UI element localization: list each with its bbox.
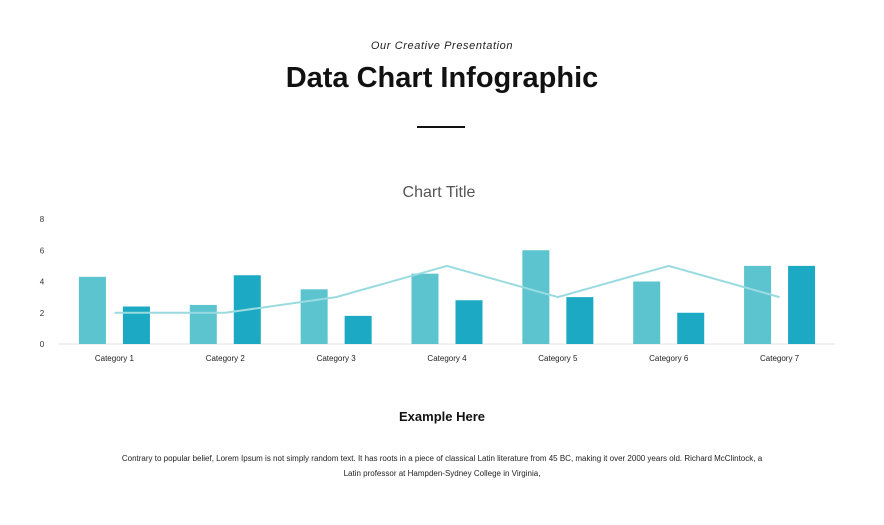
- bar-series-2: [788, 265, 816, 344]
- body-paragraph: Contrary to popular belief, Lorem Ipsum …: [121, 454, 763, 478]
- bar-series-2: [566, 297, 594, 344]
- chart-title: Chart Title: [403, 184, 476, 201]
- y-tick-label: 6: [40, 246, 45, 255]
- y-tick-label: 0: [40, 340, 45, 349]
- bar-series-1: [78, 276, 106, 344]
- bar-series-1: [744, 265, 772, 344]
- y-tick-label: 8: [40, 215, 45, 224]
- example-heading: Example Here: [399, 409, 485, 424]
- x-tick-label: Category 6: [649, 354, 689, 363]
- x-tick-label: Category 4: [427, 354, 467, 363]
- bar-series-1: [411, 273, 439, 344]
- bar-line-chart: Chart Title 0 2 4 6 8 Category 1 Category 2 Cat…: [40, 184, 835, 363]
- bar-series-1: [522, 250, 550, 344]
- x-tick-label: Category 7: [760, 354, 800, 363]
- page-title: Data Chart Infographic: [285, 62, 599, 94]
- bar-series-1: [189, 304, 217, 344]
- title-divider: [417, 126, 465, 128]
- presentation-subtitle: Our Creative Presentation: [370, 40, 514, 52]
- x-tick-label: Category 3: [317, 354, 357, 363]
- y-tick-label: 4: [40, 278, 45, 287]
- bar-series-1: [300, 289, 328, 344]
- bar-series-2: [344, 315, 372, 344]
- y-tick-label: 2: [40, 309, 45, 318]
- bar-series-2: [677, 312, 705, 344]
- bar-series-1: [633, 281, 661, 344]
- x-tick-label: Category 1: [95, 354, 135, 363]
- x-tick-label: Category 2: [206, 354, 246, 363]
- x-tick-label: Category 5: [538, 354, 578, 363]
- line-series-1: [114, 264, 780, 314]
- bar-series-2: [455, 300, 483, 344]
